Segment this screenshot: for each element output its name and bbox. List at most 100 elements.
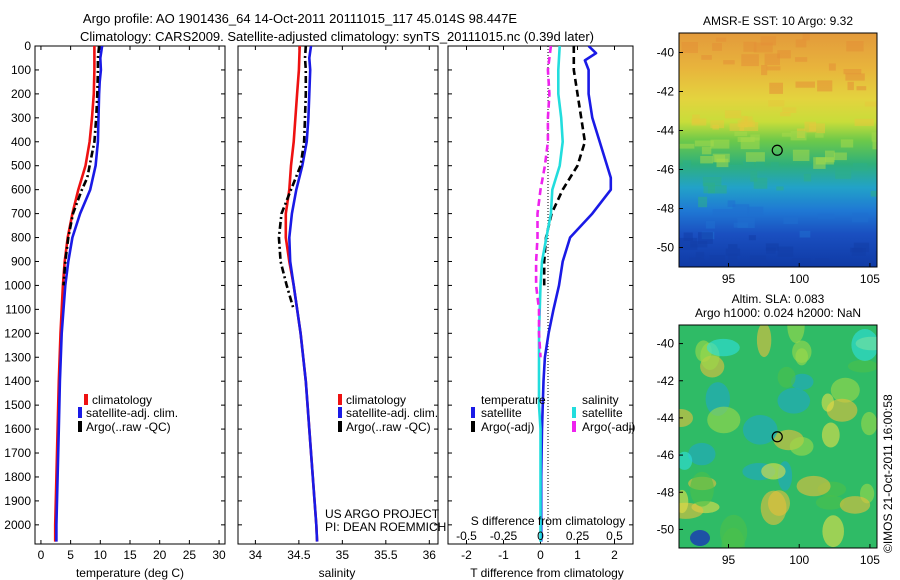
x-tick-label: 5 — [67, 548, 74, 562]
temperature-legend: climatology satellite-adj. clim. Argo(..… — [78, 393, 178, 434]
sla-map-axes — [678, 324, 878, 549]
legend-swatch-t-argo — [471, 421, 475, 432]
map-x-tick-label: 105 — [860, 272, 880, 286]
legend-swatch-argo — [338, 421, 342, 432]
sst-map-title: AMSR-E SST: 10 Argo: 9.32 — [703, 14, 853, 28]
series-line-argo-raw-qc — [62, 46, 101, 286]
temperature-lines — [53, 46, 104, 542]
y-tick-label: 700 — [11, 207, 31, 221]
map-y-tick-label: -44 — [657, 124, 675, 138]
map-x-tick-label: 100 — [789, 272, 809, 286]
x-tick-label: -2 — [461, 548, 472, 562]
x-tick-label: 35 — [336, 548, 350, 562]
series-line-satellite-adj-clim — [55, 46, 104, 542]
y-tick-label: 2000 — [4, 518, 31, 532]
series-line-satellite — [539, 46, 613, 542]
series-line-satellite — [537, 46, 565, 542]
title-line-2: Climatology: CARS2009. Satellite-adjuste… — [80, 29, 594, 44]
difference-panel: -2 -1 0 1 2 -0.5 -0.25 0 0.25 0.5 S difference f… — [447, 45, 635, 580]
s-tick-label: 0.25 — [566, 529, 590, 543]
legend-s-satellite: satellite — [582, 406, 623, 420]
map-y-tick-label: -40 — [657, 337, 675, 351]
x-tick-label: 20 — [153, 548, 167, 562]
x-tick-label: 1 — [574, 548, 581, 562]
map-x-tick-label: 100 — [789, 553, 809, 567]
s-tick-label: 0 — [537, 529, 544, 543]
map-y-tick-label: -50 — [657, 241, 675, 255]
legend-swatch-climatology — [338, 394, 342, 405]
series-line-satellite-adj-clim — [287, 46, 319, 542]
y-tick-label: 300 — [11, 111, 31, 125]
map-y-tick-label: -46 — [657, 448, 675, 462]
legend-swatch-climatology — [84, 394, 88, 405]
legend-argo: Argo(..raw -QC) — [86, 420, 171, 434]
y-tick-label: 1500 — [4, 398, 31, 412]
legend-heading-temperature: temperature — [481, 393, 546, 407]
salinity-lines — [277, 46, 319, 542]
x-tick-label: 10 — [94, 548, 108, 562]
legend-swatch-satellite — [338, 407, 342, 418]
x-tick-label: 34.5 — [287, 548, 311, 562]
y-tick-label: 1700 — [4, 446, 31, 460]
argo-position-marker — [771, 431, 783, 443]
map-y-tick-label: -50 — [657, 522, 675, 536]
s-tick-label: -0.5 — [456, 529, 477, 543]
y-tick-label: 400 — [11, 135, 31, 149]
salinity-panel: 34 34.5 35 35.5 36 salinity climatology sate… — [237, 45, 446, 580]
y-tick-label: 1100 — [5, 302, 31, 316]
map-y-tick-label: -48 — [657, 485, 675, 499]
map-y-tick-label: -44 — [657, 411, 675, 425]
map-y-tick-label: -40 — [657, 46, 675, 60]
salinity-y-ticks — [238, 45, 438, 526]
sla-map-subtitle: Argo h1000: 0.024 h2000: NaN — [695, 306, 861, 320]
difference-xlabel-top: S difference from climatology — [471, 514, 626, 528]
legend-s-argo: Argo(-adj) — [582, 420, 635, 434]
legend-swatch-argo — [78, 421, 82, 432]
legend-swatch-satellite — [78, 407, 82, 418]
legend-satellite: satellite-adj. clim. — [86, 406, 178, 420]
project-annotation-line-1: US ARGO PROJECT — [325, 507, 440, 521]
series-line-argo-raw-qc — [277, 46, 308, 310]
x-tick-label: 30 — [212, 548, 226, 562]
temperature-panel: 0100200300400500600700800900100011001200… — [4, 39, 226, 580]
sla-map-title: Altim. SLA: 0.083 — [732, 292, 825, 306]
x-tick-label: -1 — [498, 548, 509, 562]
sla-map-panel: Altim. SLA: 0.083 Argo h1000: 0.024 h200… — [657, 292, 881, 567]
sla-heatmap — [679, 325, 877, 548]
legend-swatch-t-satellite — [471, 407, 475, 418]
x-tick-label: 15 — [123, 548, 137, 562]
y-tick-label: 200 — [11, 87, 31, 101]
legend-heading-salinity: salinity — [582, 393, 619, 407]
sst-map-axes — [678, 32, 878, 268]
salinity-difference-ticks: -0.5 -0.25 0 0.25 0.5 — [456, 529, 623, 543]
argo-position-marker — [771, 144, 783, 156]
y-tick-label: 1400 — [4, 374, 31, 388]
map-y-tick-label: -42 — [657, 374, 675, 388]
y-tick-label: 900 — [11, 254, 31, 268]
legend-climatology: climatology — [92, 393, 152, 407]
legend-swatch-s-argo — [572, 421, 576, 432]
legend-climatology: climatology — [346, 393, 406, 407]
y-tick-label: 800 — [11, 231, 31, 245]
y-tick-label: 600 — [11, 183, 31, 197]
sst-heatmap — [679, 33, 877, 267]
y-tick-label: 1300 — [4, 350, 31, 364]
project-annotation-line-2: PI: DEAN ROEMMICH — [325, 520, 446, 534]
y-tick-label: 100 — [11, 63, 31, 77]
series-line-argo-adj — [534, 46, 553, 358]
sst-map-ticks: 95 100 105 -40 -42 -44 -46 -48 -50 — [657, 46, 881, 287]
x-tick-label: 35.5 — [374, 548, 398, 562]
x-tick-label: 0 — [38, 548, 45, 562]
x-tick-label: 2 — [611, 548, 618, 562]
title-line-1: Argo profile: AO 1901436_64 14-Oct-2011 … — [83, 11, 517, 26]
y-tick-label: 500 — [11, 159, 31, 173]
y-tick-label: 1600 — [4, 422, 31, 436]
salinity-axes — [237, 45, 439, 545]
map-y-tick-label: -42 — [657, 85, 675, 99]
s-tick-label: 0.5 — [606, 529, 623, 543]
series-line-argo-adj — [542, 46, 587, 286]
temperature-axes — [34, 45, 226, 545]
y-tick-label: 1900 — [4, 494, 31, 508]
legend-argo: Argo(..raw -QC) — [346, 420, 431, 434]
